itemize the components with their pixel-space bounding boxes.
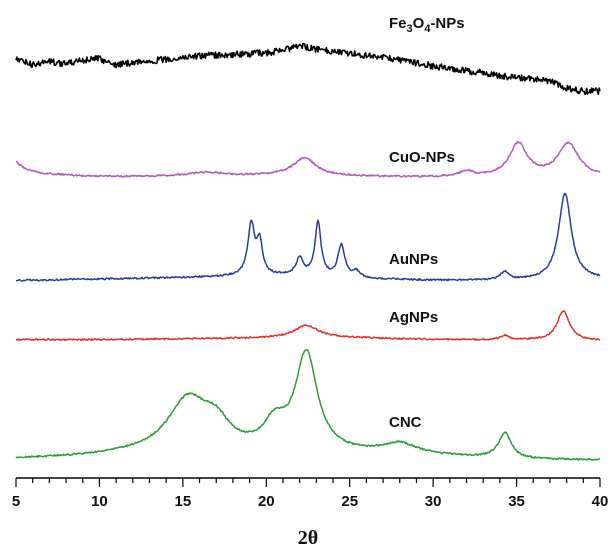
series-label-cnc: CNC [389,414,422,431]
x-axis-title: 2θ [298,527,318,549]
x-tick-label: 40 [592,493,609,510]
series-label-fe3o4-nps: Fe3O4-NPs [389,15,465,35]
trace-fe3o4-nps [15,42,601,96]
series-labels: Fe3O4-NPs CuO-NPs AuNPs AgNPs CNC [389,15,465,431]
series-label-aunps: AuNPs [389,251,438,268]
trace-cnc [15,348,600,461]
x-tick-label: 30 [425,493,442,510]
x-tick-label: 35 [508,493,525,510]
x-axis: 5 10 15 20 25 30 35 40 [12,477,609,510]
x-tick-label: 25 [341,493,358,510]
trace-agnps [15,310,601,342]
trace-cuo-nps [15,140,601,178]
x-tick-label: 15 [175,493,192,510]
x-tick-label: 20 [258,493,275,510]
series-traces [15,42,601,461]
x-axis-ticks: 5 10 15 20 25 30 35 40 [12,478,609,510]
x-tick-label: 10 [91,493,108,510]
trace-aunps [16,192,601,282]
x-tick-label: 5 [12,493,20,510]
series-label-cuo-nps: CuO-NPs [389,149,455,166]
series-label-agnps: AgNPs [389,309,438,326]
